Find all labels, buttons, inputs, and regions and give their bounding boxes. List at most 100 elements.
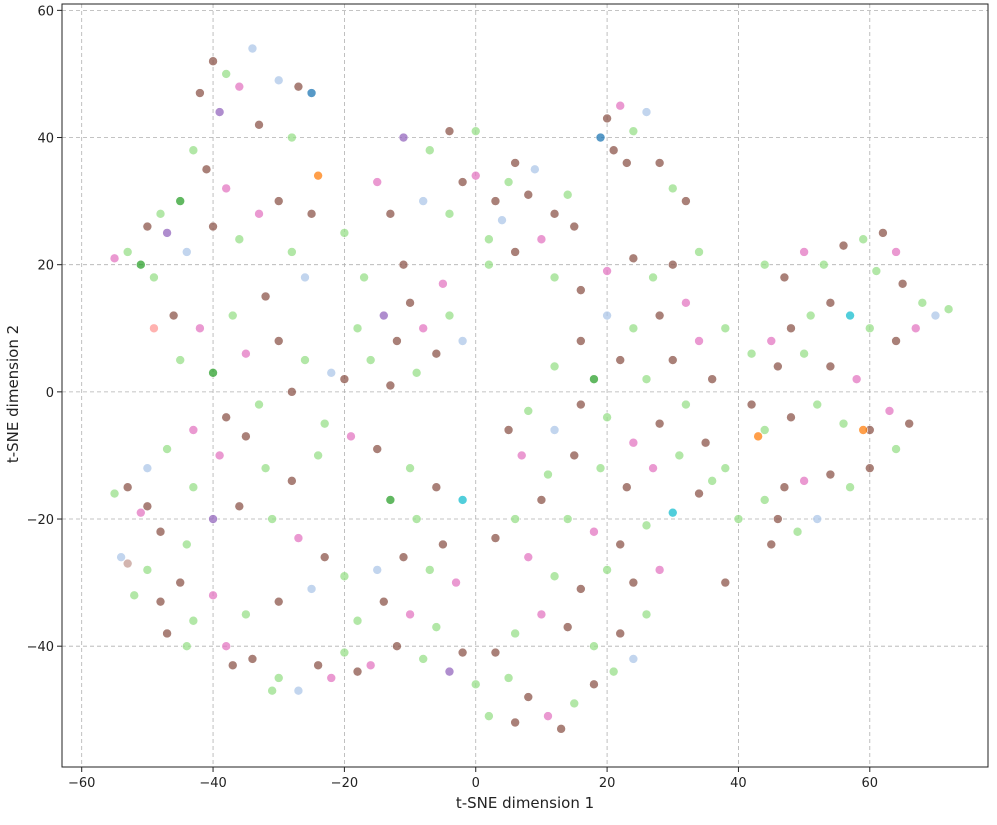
scatter-point [122, 482, 133, 493]
scatter-point [398, 132, 409, 143]
scatter-point [838, 418, 849, 429]
scatter-point [786, 323, 796, 334]
scatter-point [897, 278, 908, 289]
y-tick-label: 0 [46, 386, 54, 401]
scatter-point [589, 526, 599, 537]
scatter-point [241, 609, 251, 620]
y-tick-label: 60 [37, 4, 54, 19]
scatter-point [720, 323, 731, 334]
scatter-point [825, 298, 836, 308]
scatter-point [136, 507, 146, 518]
scatter-point [188, 425, 199, 435]
scatter-point [628, 323, 639, 334]
scatter-point [891, 247, 901, 257]
scatter-point [287, 247, 297, 257]
scatter-point [109, 488, 120, 499]
scatter-point [418, 323, 429, 334]
scatter-point [667, 259, 678, 270]
scatter-point [398, 259, 409, 270]
scatter-point [234, 81, 245, 92]
scatter-point [418, 654, 429, 664]
scatter-point [372, 565, 383, 575]
scatter-point [484, 259, 494, 270]
scatter-point [385, 495, 396, 505]
scatter-point [799, 348, 809, 359]
x-tick-label: −60 [68, 776, 95, 791]
scatter-point [188, 145, 199, 156]
scatter-point [149, 272, 159, 283]
scatter-point [766, 336, 777, 346]
scatter-point [260, 463, 271, 473]
scatter-point [273, 196, 284, 206]
scatter-point [267, 685, 277, 696]
scatter-point [608, 666, 619, 677]
scatter-point [904, 418, 914, 429]
scatter-point [654, 565, 665, 575]
scatter-point [181, 641, 192, 651]
scatter-point [221, 69, 231, 79]
scatter-point [142, 463, 153, 473]
scatter-point [602, 412, 612, 423]
scatter-point [273, 75, 284, 86]
scatter-point [339, 374, 350, 384]
scatter-point [221, 183, 231, 194]
scatter-point [339, 571, 350, 582]
scatter-point [641, 520, 652, 531]
scatter-point [779, 482, 790, 493]
scatter-point [576, 584, 586, 594]
scatter-point [313, 450, 323, 461]
scatter-point [523, 552, 534, 562]
scatter-point [589, 641, 599, 651]
scatter-point [503, 177, 514, 187]
scatter-point [405, 298, 415, 308]
scatter-point [142, 221, 153, 232]
scatter-point [621, 482, 632, 493]
scatter-point [549, 425, 560, 435]
scatter-point [746, 399, 757, 410]
scatter-point [602, 266, 612, 276]
scatter-point [339, 228, 350, 238]
scatter-point [470, 679, 481, 690]
scatter-point [352, 615, 363, 626]
scatter-point [411, 367, 422, 378]
scatter-point [129, 590, 140, 601]
scatter-point [595, 132, 606, 143]
scatter-point [365, 660, 376, 671]
scatter-point [825, 361, 836, 372]
scatter-point [681, 298, 691, 308]
scatter-point [562, 514, 573, 524]
scatter-point [490, 196, 501, 206]
scatter-point [694, 247, 704, 257]
scatter-point [884, 406, 895, 416]
x-tick-label: 20 [599, 776, 616, 791]
scatter-point [398, 552, 409, 562]
scatter-point [720, 463, 731, 473]
scatter-point [681, 399, 691, 410]
scatter-point [628, 577, 639, 588]
scatter-point [188, 482, 199, 493]
scatter-point [293, 81, 304, 92]
scatter-point [142, 565, 153, 575]
scatter-point [838, 240, 849, 251]
scatter-point [773, 361, 783, 372]
scatter-point [287, 476, 297, 486]
scatter-point [681, 196, 691, 206]
scatter-point [346, 431, 356, 442]
scatter-point [122, 558, 133, 569]
scatter-point [819, 259, 829, 270]
scatter-point [786, 412, 796, 423]
scatter-point [589, 679, 599, 690]
scatter-point [628, 253, 639, 264]
scatter-point [536, 609, 547, 620]
scatter-point [878, 228, 888, 238]
scatter-point [733, 514, 744, 524]
scatter-point [444, 209, 455, 219]
scatter-point [930, 310, 941, 321]
scatter-point [438, 539, 448, 550]
scatter-point [254, 120, 264, 130]
scatter-point [674, 450, 685, 461]
scatter-point [306, 584, 317, 594]
x-tick-label: 60 [862, 776, 879, 791]
scatter-point [700, 437, 711, 448]
